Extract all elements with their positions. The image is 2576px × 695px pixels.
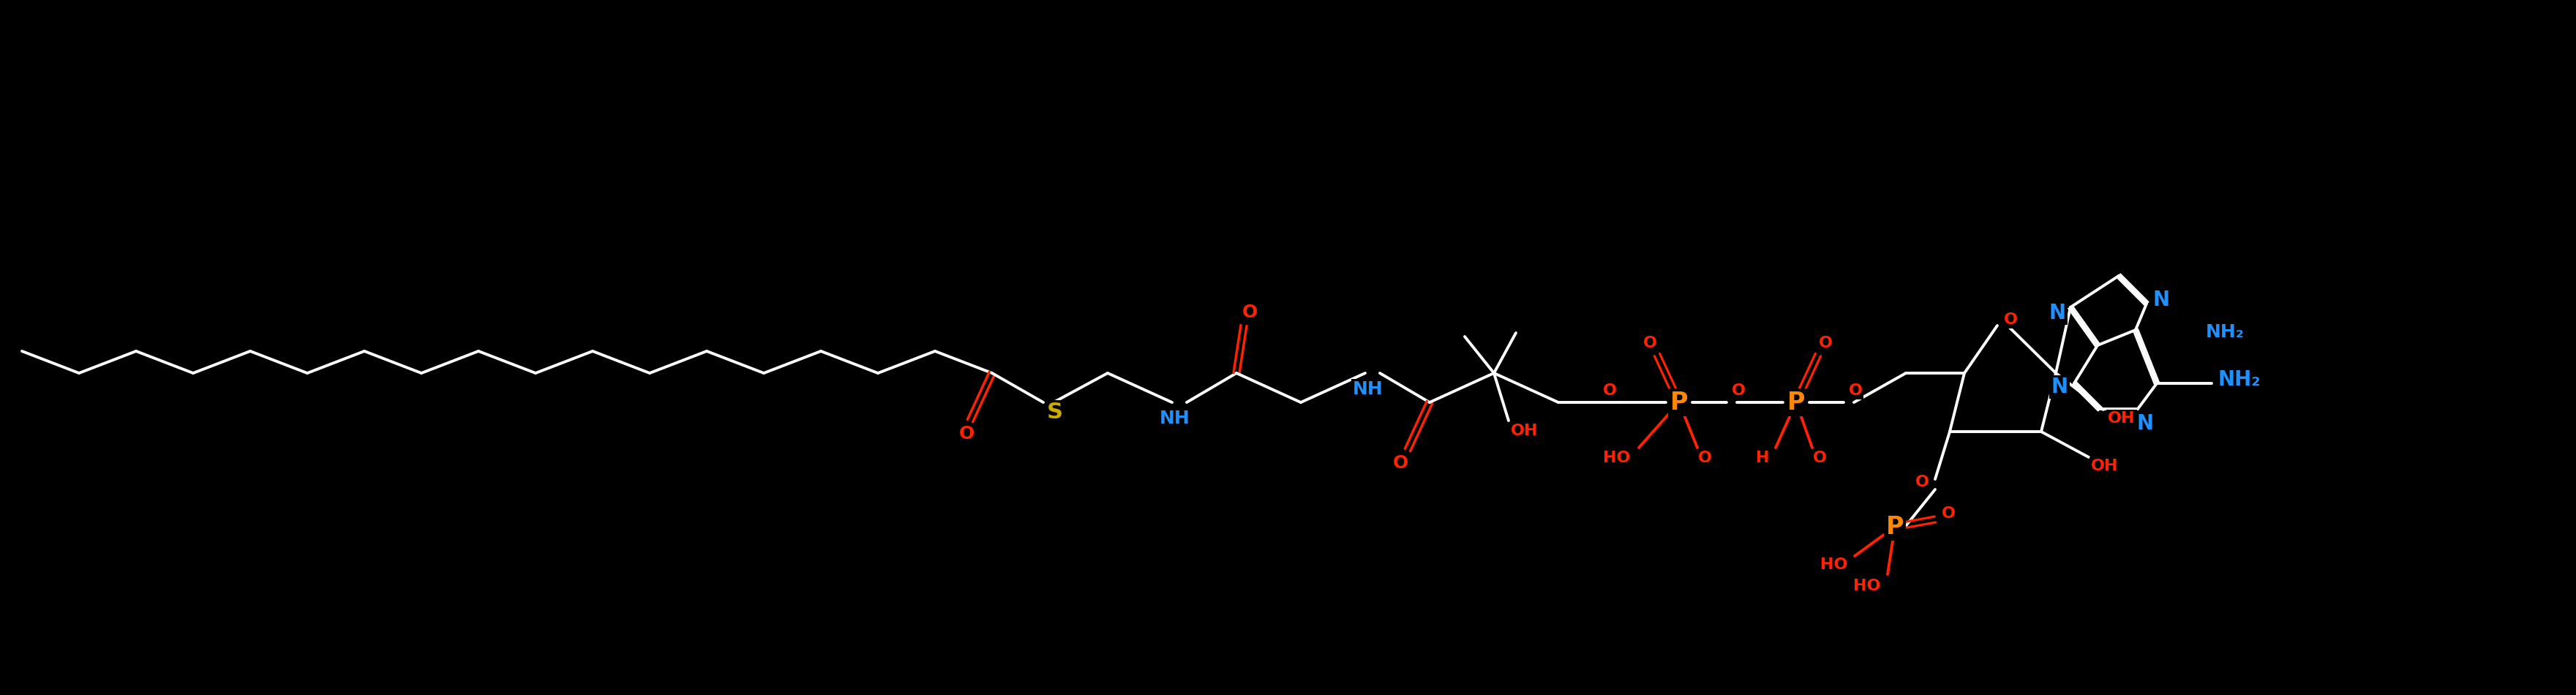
Text: N: N — [2050, 377, 2069, 398]
Text: NH₂: NH₂ — [2218, 370, 2262, 390]
Text: O: O — [1814, 450, 1826, 465]
Text: P: P — [1886, 515, 1904, 539]
Text: NH: NH — [1352, 380, 1383, 398]
Text: HO: HO — [1852, 579, 1880, 594]
Text: S: S — [1046, 402, 1064, 423]
Text: O: O — [1819, 336, 1832, 350]
Text: HO: HO — [1821, 557, 1847, 572]
Text: P: P — [1669, 391, 1687, 414]
Text: O: O — [1850, 384, 1862, 398]
Text: O: O — [1698, 450, 1710, 465]
Text: O: O — [1643, 336, 1656, 350]
Text: N: N — [2136, 414, 2154, 434]
Text: OH: OH — [2107, 411, 2136, 426]
Text: NH: NH — [1159, 409, 1190, 427]
Text: O: O — [958, 425, 974, 443]
Text: OH: OH — [2092, 459, 2117, 473]
Text: N: N — [2154, 290, 2169, 310]
Text: O: O — [1731, 384, 1747, 398]
Text: H: H — [1757, 450, 1770, 465]
Text: O: O — [1942, 506, 1955, 521]
Text: N: N — [2048, 303, 2066, 323]
Text: P: P — [1788, 391, 1806, 414]
Text: NH₂: NH₂ — [2205, 323, 2244, 341]
Text: O: O — [1914, 475, 1929, 489]
Text: O: O — [2004, 312, 2017, 327]
Text: O: O — [1242, 304, 1257, 321]
Text: O: O — [1602, 384, 1618, 398]
Text: O: O — [1394, 455, 1409, 472]
Text: HO: HO — [1602, 450, 1631, 465]
Text: OH: OH — [1512, 423, 1538, 439]
